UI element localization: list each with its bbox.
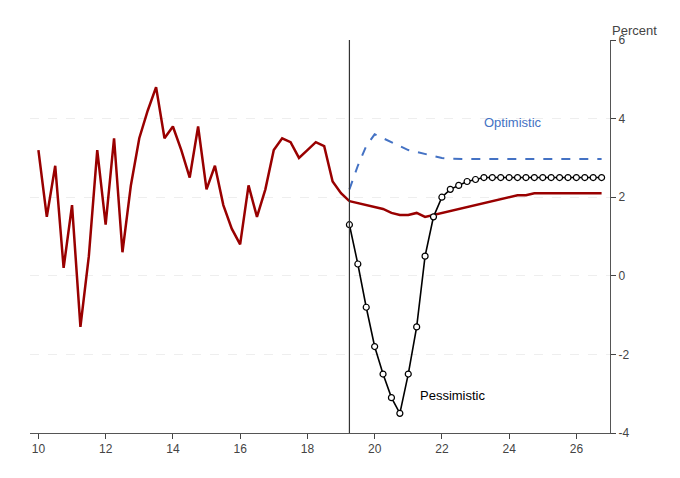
svg-text:4: 4 [618,112,625,126]
svg-text:14: 14 [166,442,180,456]
svg-text:2: 2 [618,190,625,204]
svg-text:Pessimistic: Pessimistic [420,388,486,403]
svg-text:10: 10 [32,442,46,456]
svg-text:Optimistic: Optimistic [484,115,542,130]
svg-text:24: 24 [502,442,516,456]
svg-text:-2: -2 [618,348,629,362]
svg-text:16: 16 [233,442,247,456]
svg-text:-4: -4 [618,426,629,440]
svg-text:18: 18 [301,442,315,456]
svg-text:22: 22 [435,442,449,456]
svg-text:26: 26 [570,442,584,456]
svg-text:20: 20 [368,442,382,456]
svg-text:0: 0 [618,269,625,283]
svg-text:12: 12 [99,442,113,456]
svg-text:Percent: Percent [612,23,657,38]
svg-text:6: 6 [618,33,625,47]
